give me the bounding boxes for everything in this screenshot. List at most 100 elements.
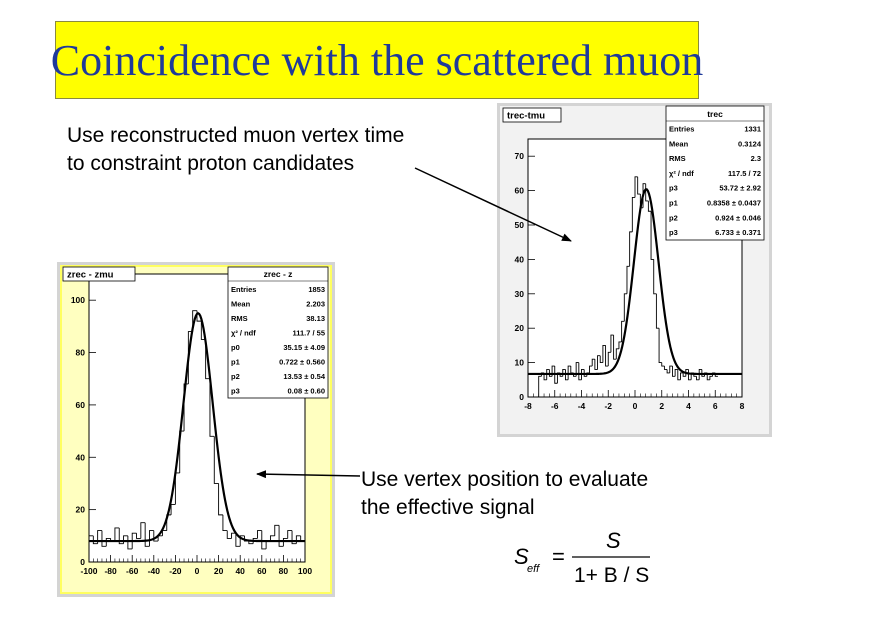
histogram-bin — [709, 375, 713, 380]
histogram-bin — [226, 530, 232, 539]
histogram-bin — [591, 358, 595, 367]
x-tick-label: 60 — [257, 566, 267, 576]
histogram-bin — [153, 530, 159, 542]
x-tick-label: -80 — [104, 566, 117, 576]
histogram-bin — [183, 383, 189, 432]
formula-lhs: S — [514, 544, 529, 569]
histogram-bin — [105, 537, 111, 547]
stats-label: p2 — [669, 213, 678, 222]
y-tick-label: 60 — [76, 400, 86, 410]
hist-title: trec-tmu — [507, 111, 545, 122]
histogram-bin — [287, 530, 293, 539]
histogram-bin — [661, 362, 665, 367]
x-tick-label: 0 — [195, 566, 200, 576]
stats-label: p3 — [669, 184, 678, 193]
stats-label: p1 — [669, 199, 678, 208]
histogram-bin — [696, 376, 700, 381]
x-tick-label: -100 — [80, 566, 97, 576]
note-top-line-2: to constraint proton candidates — [67, 152, 355, 175]
histogram-bin — [131, 532, 137, 549]
x-tick-label: -8 — [524, 401, 532, 411]
stats-value: 1853 — [308, 285, 325, 294]
formula-equals: = — [552, 544, 565, 569]
histogram-bin — [655, 293, 660, 329]
note-top-line-1: Use reconstructed muon vertex time — [67, 124, 405, 147]
x-tick-label: 8 — [740, 401, 745, 411]
histogram-trec-tmu: -8 -6 -4 -2 0 2 4 6 8 0 10 20 30 40 50 60 70 trec-tmu t… — [497, 103, 772, 437]
stats-label: p3 — [231, 387, 240, 396]
y-tick-label: 40 — [515, 254, 525, 264]
stats-label: Mean — [231, 300, 251, 309]
histogram-bin — [136, 533, 141, 539]
x-tick-label: 2 — [659, 401, 664, 411]
y-tick-label: 40 — [76, 452, 86, 462]
histogram-bin — [205, 339, 210, 380]
histogram-bin — [613, 335, 617, 360]
histogram-bin — [674, 369, 678, 377]
stats-value: 38.13 — [306, 314, 325, 323]
stats-label: χ² / ndf — [231, 329, 256, 338]
histogram-bin — [682, 372, 686, 377]
histogram-bin — [548, 369, 553, 377]
histogram-bin — [92, 535, 98, 545]
histogram-bin — [261, 530, 267, 550]
histogram-bin — [257, 530, 262, 539]
stats-value: 6.733 ± 0.371 — [715, 228, 761, 237]
stats-label: RMS — [669, 154, 686, 163]
x-tick-label: -2 — [604, 401, 612, 411]
x-tick-label: -60 — [126, 566, 139, 576]
histogram-bin — [594, 359, 598, 370]
stats-value: 0.08 ± 0.60 — [288, 387, 325, 396]
x-tick-label: -20 — [169, 566, 182, 576]
x-tick-label: 4 — [686, 401, 691, 411]
histogram-bin — [282, 537, 288, 547]
histogram-bin — [543, 372, 547, 381]
stats-name: zrec - z — [264, 269, 293, 279]
histogram-bin — [669, 365, 673, 373]
stats-label: Entries — [231, 285, 256, 294]
x-tick-label: -6 — [551, 401, 559, 411]
histogram-bin — [685, 369, 689, 377]
title-box: Coincidence with the scattered muon — [51, 21, 703, 99]
histogram-bin — [610, 334, 614, 353]
histogram-bin — [677, 369, 681, 381]
x-tick-label: -40 — [148, 566, 161, 576]
y-axis-ticks: 0 20 40 60 80 100 — [71, 295, 96, 567]
histogram-bin — [615, 348, 619, 360]
x-tick-label: -4 — [578, 401, 586, 411]
stats-name: trec — [707, 109, 723, 119]
stats-label: Mean — [669, 139, 689, 148]
histogram-bin — [575, 362, 579, 377]
histogram-bin — [567, 365, 571, 380]
stats-value: 1331 — [744, 125, 761, 134]
x-axis-ticks: -100 -80 -60 -40 -20 0 20 40 60 80 100 — [80, 555, 312, 576]
y-tick-label: 0 — [80, 557, 85, 567]
formula-denominator: 1+ B / S — [574, 564, 649, 587]
stats-value: 111.7 / 55 — [292, 329, 325, 338]
y-tick-label: 30 — [515, 289, 525, 299]
stats-value: 0.722 ± 0.560 — [279, 358, 325, 367]
histogram-bin — [222, 514, 228, 532]
fit-line — [528, 188, 742, 376]
y-tick-label: 10 — [515, 358, 525, 368]
histogram-bin — [546, 369, 550, 380]
x-tick-label: 100 — [298, 566, 312, 576]
histogram-bin — [235, 533, 241, 547]
stats-label: p2 — [231, 372, 240, 381]
note-bottom-line-1: Use vertex position to evaluate — [361, 468, 649, 491]
histogram-bin — [578, 362, 582, 381]
histogram-bin — [269, 535, 275, 542]
histogram-bin — [278, 525, 284, 547]
x-tick-label: 20 — [214, 566, 224, 576]
stats-label: p0 — [231, 343, 240, 352]
note-top: Use reconstructed muon vertex time to co… — [67, 122, 487, 178]
stats-value: 117.5 / 72 — [728, 169, 761, 178]
histogram-bin — [626, 265, 630, 294]
histogram-bin — [618, 341, 622, 349]
histogram-bin — [589, 365, 593, 373]
stats-value: 2.3 — [751, 154, 761, 163]
histogram-zrec-zmu: -100 -80 -60 -40 -20 0 20 40 60 80 100 0 20 40 60 80 10… — [57, 262, 335, 597]
histogram-bin — [658, 328, 662, 364]
histogram-bars — [88, 310, 305, 562]
histogram-bin — [88, 535, 94, 562]
